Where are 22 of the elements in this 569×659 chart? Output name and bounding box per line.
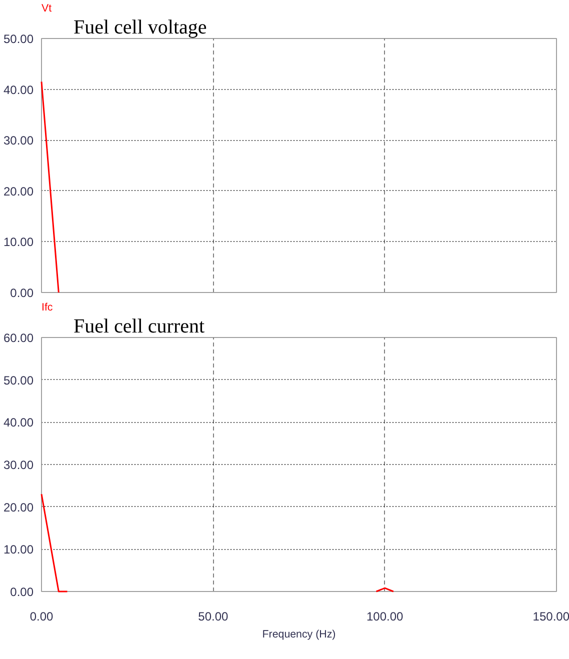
x-tick-label: 150.00 xyxy=(532,610,569,624)
y-tick-label: 40.00 xyxy=(3,82,34,97)
y-tick-label: 20.00 xyxy=(3,184,34,198)
chart-title: Fuel cell voltage xyxy=(74,16,207,38)
y-tick-label: 10.00 xyxy=(3,542,34,557)
x-tick-label: 50.00 xyxy=(198,610,229,624)
y-tick-label: 40.00 xyxy=(3,416,34,430)
y-axis-title: Ifc xyxy=(42,302,54,314)
x-tick-label: 0.00 xyxy=(30,610,54,624)
y-tick-label: 20.00 xyxy=(3,500,34,514)
y-tick-label: 60.00 xyxy=(3,331,34,345)
chart-title: Fuel cell current xyxy=(74,316,205,338)
x-tick-label: 100.00 xyxy=(366,610,404,624)
y-tick-label: 50.00 xyxy=(3,32,34,46)
y-tick-label: 50.00 xyxy=(3,373,34,388)
y-tick-label: 30.00 xyxy=(3,134,34,148)
y-tick-label: 0.00 xyxy=(10,585,34,599)
y-tick-label: 0.00 xyxy=(10,286,34,300)
x-axis-title: Frequency (Hz) xyxy=(262,628,336,640)
y-tick-label: 10.00 xyxy=(3,235,34,250)
y-axis-title: Vt xyxy=(42,2,52,14)
y-tick-label: 30.00 xyxy=(3,458,34,472)
